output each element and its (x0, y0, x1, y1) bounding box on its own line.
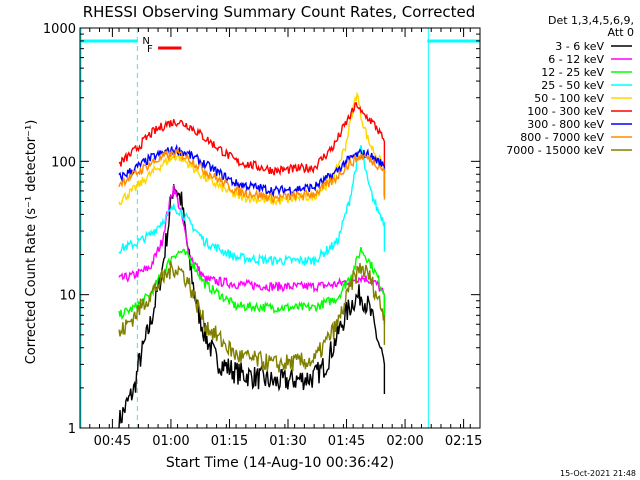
series-line-0 (118, 184, 386, 429)
series-line-7 (118, 146, 386, 204)
x-tick-label: 00:45 (94, 434, 131, 449)
y-axis-label: Corrected Count Rate (s⁻¹ detector⁻¹) (24, 120, 39, 365)
x-tick-label: 02:00 (386, 434, 423, 449)
x-axis: 00:45 01:00 01:15 01:30 01:45 02:00 02:15 (79, 28, 482, 449)
y-axis: 1 10 100 1000 (43, 22, 480, 437)
legend-label: 3 - 6 keV (555, 40, 604, 53)
night-label: N (142, 36, 149, 47)
series-line-2 (118, 246, 386, 325)
series-line-3 (118, 145, 386, 267)
legend-label: 7000 - 15000 keV (506, 144, 604, 157)
x-tick-label: 01:30 (269, 434, 306, 449)
y-tick-label: 100 (51, 155, 76, 170)
x-tick-label: 01:45 (328, 434, 365, 449)
x-tick-label: 02:15 (445, 434, 482, 449)
flare-label: F (147, 44, 153, 55)
legend-label: 300 - 800 keV (527, 118, 604, 131)
x-axis-label: Start Time (14-Aug-10 00:36:42) (166, 455, 394, 471)
series-line-1 (118, 185, 386, 325)
x-tick-label: 01:00 (152, 434, 189, 449)
series-line-5 (118, 101, 386, 177)
x-tick-label: 01:15 (211, 434, 248, 449)
legend-label: 6 - 12 keV (548, 53, 604, 66)
legend-label: 800 - 7000 keV (520, 131, 604, 144)
legend-label: 25 - 50 keV (541, 79, 604, 92)
plot-frame (79, 27, 481, 429)
series-layer (118, 91, 386, 429)
legend-label: 100 - 300 keV (527, 105, 604, 118)
legend-label: 50 - 100 keV (534, 92, 604, 105)
legend-header: Att 0 (608, 26, 634, 39)
chart-title: RHESSI Observing Summary Count Rates, Co… (83, 3, 476, 21)
y-tick-label: 1 (68, 422, 76, 437)
y-tick-label: 1000 (43, 22, 76, 37)
series-line-8 (118, 260, 386, 373)
y-tick-label: 10 (59, 289, 76, 304)
footer-date: 15-Oct-2021 21:48 (560, 469, 636, 478)
legend-label: 12 - 25 keV (541, 66, 604, 79)
legend-header: Det 1,3,4,5,6,9, (548, 14, 634, 27)
